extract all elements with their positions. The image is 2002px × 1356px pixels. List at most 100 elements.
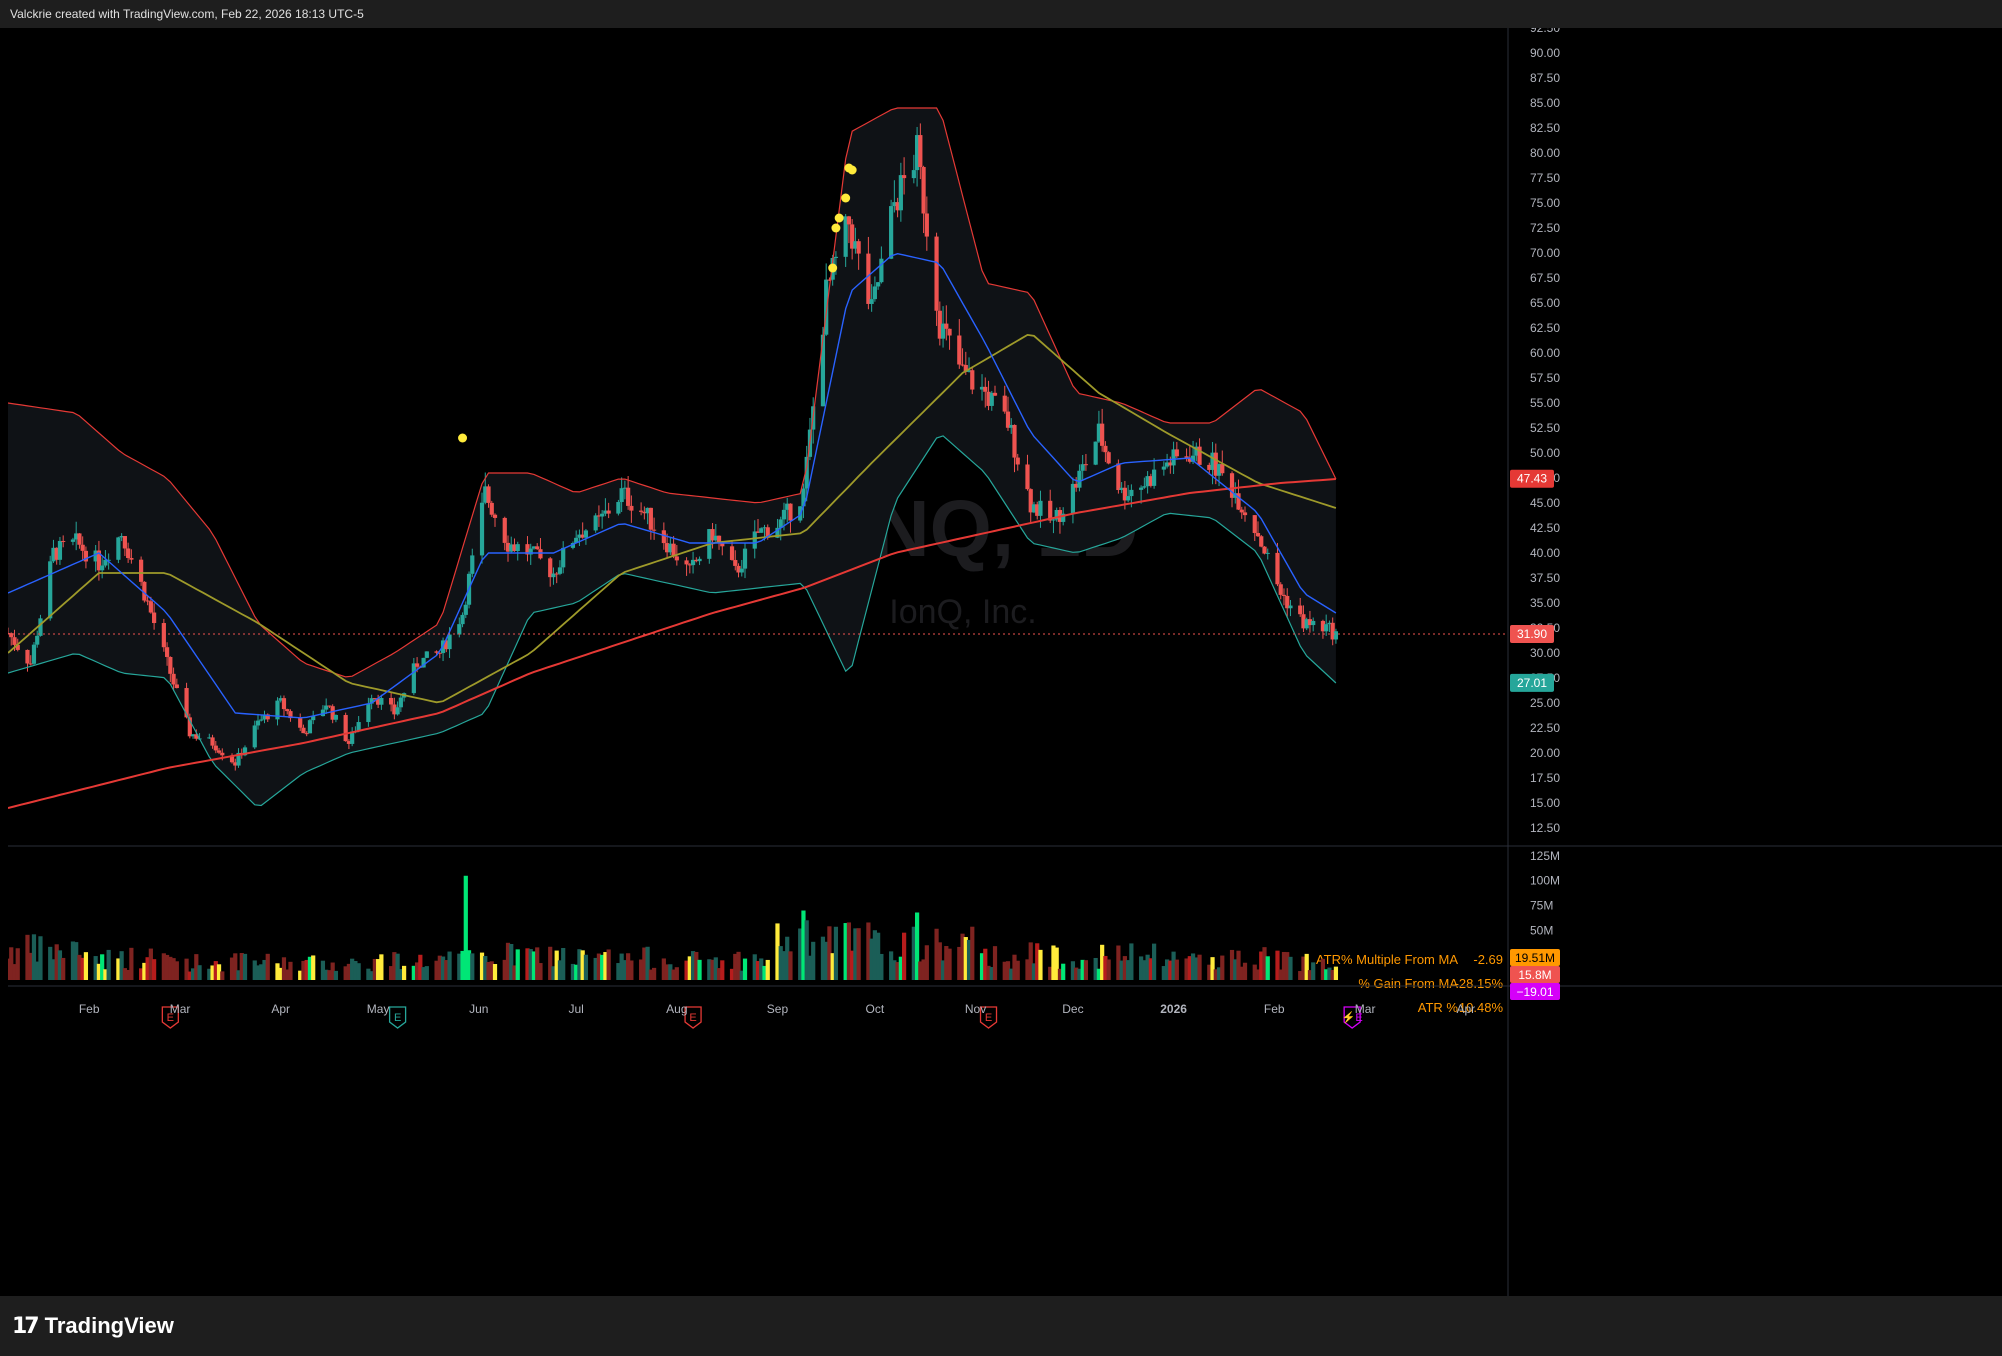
candle-body	[70, 539, 76, 542]
price-badge	[1510, 469, 1554, 488]
sma-50-line	[7, 333, 1337, 704]
volume-bar	[1281, 951, 1287, 980]
earnings-glyph: E	[689, 1012, 696, 1024]
candle-body	[184, 688, 189, 718]
volume-bar	[372, 958, 377, 980]
volume-bar	[265, 953, 270, 980]
candle-body	[1142, 486, 1147, 488]
volume-bar	[148, 948, 153, 980]
stat-label: % Gain From MA	[1358, 976, 1458, 991]
price-tick-label: 82.50	[1530, 121, 1560, 135]
volume-bar	[281, 957, 287, 980]
signal-dot	[831, 223, 841, 233]
candle-body	[752, 531, 757, 549]
volume-bar	[93, 956, 98, 980]
bollinger-band-fill	[8, 108, 1336, 806]
volume-bar	[1012, 954, 1017, 980]
candle-body	[616, 502, 621, 514]
volume-bar	[827, 926, 832, 980]
candle-body	[1093, 441, 1098, 465]
candle-body	[570, 543, 576, 548]
candle-body	[194, 734, 199, 739]
candle-body	[1174, 449, 1179, 457]
candle-body	[538, 549, 543, 559]
volume-bar	[1054, 947, 1059, 980]
candle-body	[389, 697, 394, 705]
volume-bar	[1035, 943, 1040, 980]
volume-bar	[1330, 969, 1335, 980]
candle-body	[895, 202, 900, 211]
volume-bar	[892, 960, 897, 980]
volume-bar	[210, 965, 215, 980]
tradingview-logo[interactable]: 17 TradingView	[12, 1313, 174, 1339]
candle-body	[1262, 546, 1267, 554]
volume-bar	[512, 965, 517, 980]
volume-bar	[739, 970, 744, 980]
candle-body	[505, 542, 511, 552]
earnings-glyph: E	[985, 1012, 992, 1024]
candle-body	[733, 559, 738, 566]
volume-bar	[622, 960, 627, 980]
candle-body	[220, 752, 225, 756]
candle-body	[1077, 470, 1082, 488]
volume-bar	[145, 957, 150, 980]
volume-bar	[457, 953, 462, 980]
candle-body	[902, 175, 907, 179]
candle-body	[515, 544, 520, 551]
candle-body	[1074, 483, 1079, 488]
volume-tick-label: 125M	[1530, 849, 1560, 863]
volume-bar	[278, 967, 283, 980]
candle-body	[781, 509, 787, 520]
candle-body	[1005, 411, 1011, 428]
candle-body	[1035, 504, 1040, 516]
volume-bar	[1320, 958, 1326, 980]
candle-body	[324, 705, 329, 710]
price-chart[interactable]: IONQ, 1D IonQ, Inc. E E E E ⚡E ATR% Multiple…	[5, 21, 2002, 1296]
volume-badge	[1510, 983, 1560, 1000]
candle-body	[876, 282, 881, 287]
volume-bar	[1009, 968, 1014, 980]
volume-bar	[898, 956, 903, 980]
volume-bar	[57, 950, 63, 980]
price-tick-label: 40.00	[1530, 546, 1560, 560]
bollinger-upper-line	[7, 107, 1337, 678]
volume-bar	[690, 951, 696, 980]
candle-body	[168, 656, 173, 674]
time-tick-label: Sep	[767, 1002, 789, 1016]
volume-bar	[1100, 944, 1105, 980]
candle-body	[54, 547, 59, 560]
volume-bar	[1116, 945, 1121, 980]
volume-bar	[1197, 954, 1202, 980]
candle-body	[804, 456, 809, 489]
volume-bar	[492, 964, 498, 980]
volume-bar	[1288, 956, 1293, 980]
candle-body	[236, 752, 241, 766]
volume-bar	[850, 950, 855, 980]
candle-body	[548, 558, 553, 578]
volume-bar	[122, 968, 127, 980]
volume-bar	[934, 928, 939, 980]
volume-bar	[593, 957, 598, 980]
volume-bar	[1074, 967, 1079, 980]
candle-body	[626, 487, 631, 506]
candle-body	[1213, 452, 1218, 476]
candle-body	[1301, 614, 1306, 629]
footer-bar	[0, 1296, 2002, 1356]
candle-body	[346, 741, 352, 744]
chart-frame[interactable]: IONQ, 1D IonQ, Inc. E E E E ⚡E ATR% Multiple…	[5, 21, 2002, 1296]
volume-bar	[216, 964, 222, 980]
candle-body	[879, 258, 884, 283]
candle-body	[986, 391, 991, 406]
volume-bar	[798, 928, 803, 980]
volume-bar	[346, 963, 352, 980]
candle-body	[869, 299, 874, 304]
candle-body	[9, 633, 14, 638]
volume-bar	[466, 950, 472, 980]
price-tick-label: 67.50	[1530, 271, 1560, 285]
volume-bar	[28, 952, 33, 980]
volume-bar	[759, 958, 764, 980]
volume-bar	[213, 961, 218, 980]
volume-bar	[1275, 950, 1280, 980]
volume-bar	[992, 946, 998, 980]
candle-body	[1012, 424, 1017, 458]
